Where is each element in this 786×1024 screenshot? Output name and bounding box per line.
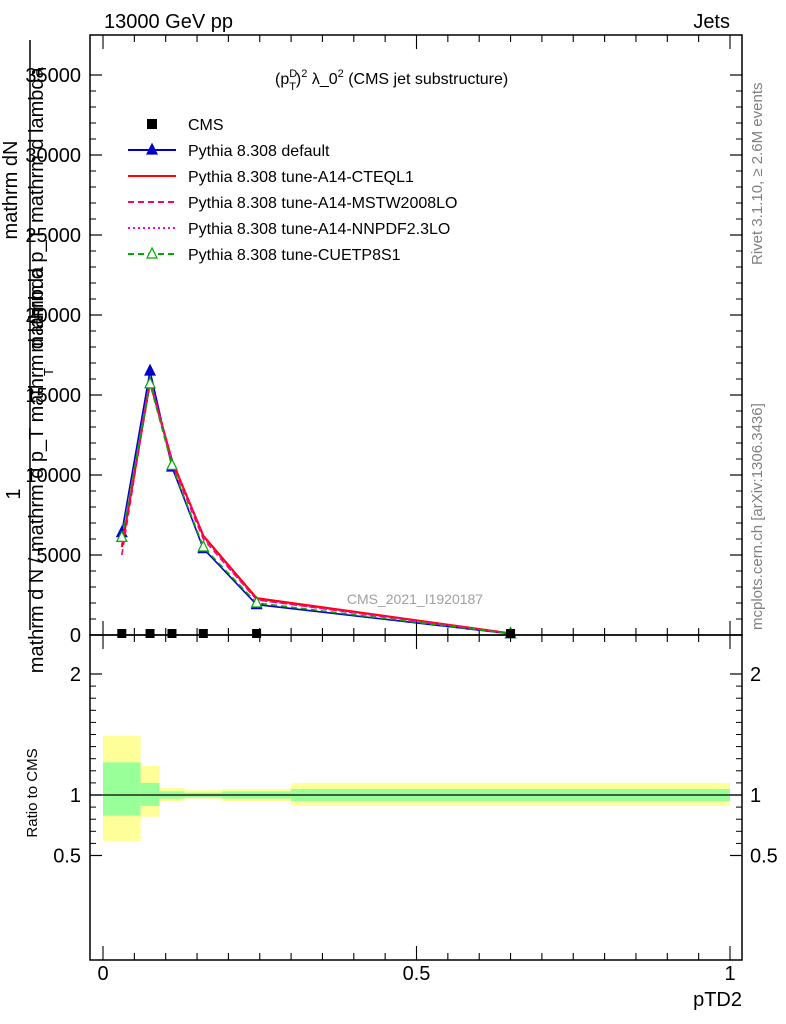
legend-label: Pythia 8.308 tune-A14-MSTW2008LO: [188, 195, 457, 212]
series-marker-4: [250, 595, 263, 608]
series-layer: [115, 363, 517, 639]
cms-data-point: [145, 629, 155, 638]
ratio-stat-band: [103, 762, 141, 816]
y-tick-label: 10000: [25, 465, 81, 487]
y-label-sub: T: [41, 368, 56, 376]
ratio-y-tick-label-right: 1: [750, 785, 761, 807]
main-y-axis: 0 5000 10000 15000 20000 25000 30000 35000: [25, 65, 742, 647]
y-label-bottom: mathrm d N / mathrm d p_T mathrm d lambd…: [26, 266, 48, 673]
series-marker-4: [197, 539, 210, 552]
series-marker-0: [144, 363, 156, 376]
series-line-2: [121, 380, 511, 635]
y-label-num: 1: [3, 488, 25, 499]
legend-marker-cms: [147, 119, 157, 129]
ratio-y-tick-label: 2: [70, 664, 81, 686]
series-marker-4: [115, 530, 128, 543]
y-tick-label: 30000: [25, 145, 81, 167]
series-marker-4: [165, 458, 178, 470]
cms-data-point: [117, 629, 127, 638]
legend: CMS Pythia 8.308 default Pythia 8.308 tune…: [128, 117, 457, 264]
main-x-axis: [102, 35, 731, 635]
x-tick-label: 1: [724, 963, 735, 985]
y-label-top: mathrm dN: [0, 141, 22, 240]
x-tick-label: 0.5: [403, 963, 431, 985]
y-tick-label: 35000: [25, 65, 81, 87]
series-line-1: [120, 381, 511, 635]
series-line-4: [121, 383, 511, 635]
cms-data-point: [198, 629, 208, 638]
legend-marker-0: [146, 142, 158, 155]
ratio-y-tick-label-right: 2: [750, 664, 761, 686]
main-y-label: 1 mathrm dN mathrm d p_T mathrm d lambda…: [0, 40, 56, 673]
ratio-y-axis: 0.5 0.5 1 1 2 2: [53, 664, 778, 868]
header-left: 13000 GeV pp: [104, 11, 233, 33]
ratio-y-tick-label-right: 0.5: [750, 846, 778, 868]
y-tick-label: 0: [70, 625, 81, 647]
y-label-top2: mathrm d p_T mathrm d lambda: [26, 66, 48, 352]
ratio-y-tick-label: 1: [70, 785, 81, 807]
y-tick-label: 20000: [25, 305, 81, 327]
ratio-y-tick-label: 0.5: [53, 846, 81, 868]
ratio-y-label: Ratio to CMS: [24, 748, 41, 837]
ratio-bands: [103, 735, 730, 841]
cms-data-point: [252, 629, 262, 638]
y-tick-label: 15000: [25, 385, 81, 407]
x-tick-label: 0: [97, 963, 108, 985]
series-marker-4: [144, 376, 156, 389]
legend-label: Pythia 8.308 tune-A14-NNPDF2.3LO: [188, 221, 450, 238]
rivet-label: Rivet 3.1.10, ≥ 2.6M events: [749, 83, 766, 266]
chart-title: (pD T)2 λ_02 (CMS jet substructure): [275, 68, 508, 93]
legend-label: Pythia 8.308 tune-A14-CTEQL1: [188, 169, 414, 186]
y-tick-label: 25000: [25, 225, 81, 247]
legend-marker-4: [146, 246, 158, 259]
ratio-stat-band: [140, 782, 160, 806]
mcplots-label: mcplots.cern.ch [arXiv:1306.3436]: [749, 403, 766, 630]
header-right: Jets: [693, 11, 730, 33]
legend-label: CMS: [188, 117, 224, 134]
watermark: CMS_2021_I1920187: [347, 591, 483, 607]
legend-label: Pythia 8.308 tune-CUETP8S1: [188, 247, 401, 264]
cms-data-point: [167, 629, 177, 638]
x-axis-label: pTD2: [693, 989, 742, 1011]
cms-data-layer: [117, 629, 516, 638]
cms-data-point: [506, 629, 516, 638]
legend-label: Pythia 8.308 default: [188, 143, 330, 160]
ratio-x-axis: 0 0.5 1: [97, 635, 736, 985]
y-tick-label: 5000: [37, 545, 82, 567]
